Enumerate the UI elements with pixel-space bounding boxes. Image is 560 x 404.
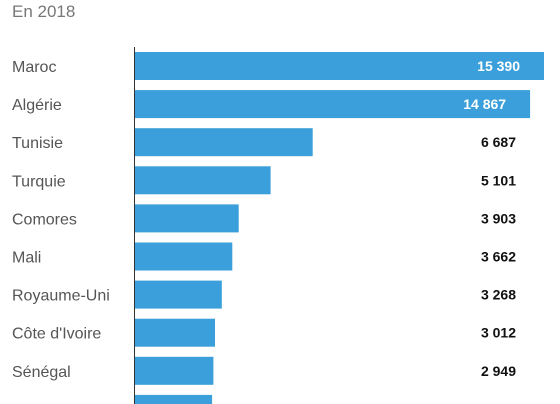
- category-label: Maroc: [12, 59, 56, 76]
- category-label: Turquie: [12, 173, 66, 190]
- value-label: 14 867: [463, 96, 506, 112]
- value-label: 3 662: [481, 249, 516, 265]
- value-label: 3 012: [481, 325, 516, 341]
- bar-9: [135, 394, 213, 404]
- value-label: 15 390: [477, 58, 520, 74]
- bar-8: [135, 356, 214, 385]
- bar-1: [135, 90, 531, 119]
- category-label: Royaume-Uni: [12, 288, 110, 305]
- category-label: Tunisie: [12, 135, 63, 152]
- bar-7: [135, 318, 215, 347]
- bar-0: [135, 52, 544, 80]
- value-label: 3 268: [481, 287, 516, 303]
- value-label: 6 687: [481, 134, 516, 150]
- bar-4: [135, 204, 239, 233]
- category-label: Algérie: [12, 97, 62, 114]
- category-label: Sénégal: [12, 364, 71, 381]
- value-label: 3 903: [481, 210, 516, 226]
- category-label: Comores: [12, 211, 77, 228]
- value-label: 2 949: [481, 363, 516, 379]
- bar-5: [135, 242, 233, 271]
- bar-3: [135, 166, 271, 195]
- bar-2: [135, 128, 313, 157]
- chart-subtitle: En 2018: [12, 2, 76, 21]
- category-label: Mali: [12, 250, 41, 267]
- bar-6: [135, 280, 222, 309]
- category-label: Côte d'Ivoire: [12, 326, 101, 343]
- value-label: 5 101: [481, 172, 516, 188]
